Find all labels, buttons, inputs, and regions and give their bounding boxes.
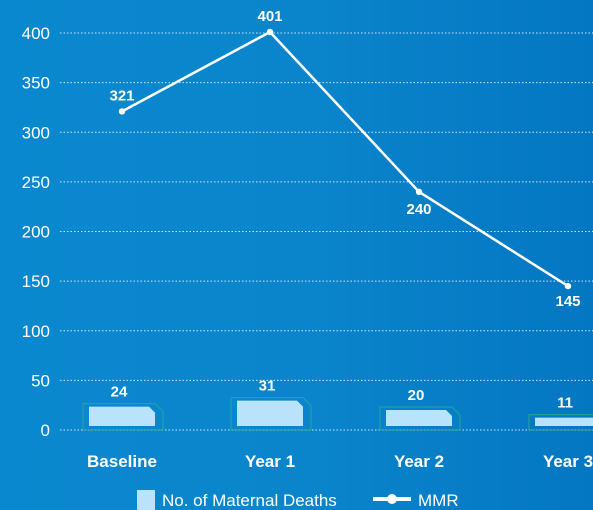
y-tick-label: 300 bbox=[22, 123, 50, 142]
bar-outline bbox=[82, 403, 164, 431]
y-tick-label: 100 bbox=[22, 322, 50, 341]
mmr-point bbox=[415, 188, 423, 195]
y-axis-ticks: 0 50 100 150 200 250 300 350 400 bbox=[22, 24, 50, 440]
bar bbox=[237, 400, 303, 426]
bar bbox=[386, 410, 452, 426]
y-tick-label: 50 bbox=[31, 371, 50, 390]
mmr-value-label: 401 bbox=[257, 8, 282, 25]
bar-value-label: 24 bbox=[111, 384, 128, 401]
legend-bar-label: No. of Maternal Deaths bbox=[162, 491, 337, 510]
mmr-line bbox=[121, 30, 569, 288]
x-category-label: Baseline bbox=[87, 452, 157, 471]
bar bbox=[535, 417, 593, 426]
mmr-value-label: 321 bbox=[109, 87, 134, 104]
x-category-label: Year 3 bbox=[543, 452, 593, 471]
y-tick-label: 400 bbox=[22, 24, 50, 43]
mmr-point bbox=[266, 28, 274, 36]
y-tick-label: 350 bbox=[22, 74, 50, 93]
y-tick-label: 0 bbox=[41, 421, 50, 440]
bar-value-label: 31 bbox=[259, 378, 276, 395]
y-tick-label: 200 bbox=[22, 223, 50, 242]
y-tick-label: 150 bbox=[22, 272, 50, 291]
legend: No. of Maternal Deaths MMR bbox=[137, 490, 459, 510]
y-tick-label: 250 bbox=[22, 173, 50, 192]
bar-series: 24 31 20 11 bbox=[82, 378, 593, 431]
x-category-label: Year 2 bbox=[394, 452, 444, 471]
bar bbox=[89, 406, 155, 426]
mmr-value-label: 145 bbox=[555, 293, 580, 310]
x-axis-labels: Baseline Year 1 Year 2 Year 3 bbox=[87, 452, 593, 471]
mmr-point bbox=[118, 108, 126, 115]
legend-bar-swatch bbox=[137, 490, 155, 510]
bar-value-label: 11 bbox=[557, 395, 573, 412]
line-series: 321 401 240 145 bbox=[109, 8, 580, 310]
mmr-point bbox=[564, 282, 572, 290]
bar-outline bbox=[230, 397, 312, 431]
bar-value-label: 20 bbox=[408, 387, 425, 404]
mmr-value-label: 240 bbox=[406, 201, 431, 218]
bar-outline bbox=[528, 414, 593, 431]
gridlines bbox=[60, 32, 593, 431]
legend-line-label: MMR bbox=[418, 491, 459, 510]
x-category-label: Year 1 bbox=[245, 452, 295, 471]
legend-line-marker bbox=[387, 494, 397, 504]
bar-outline bbox=[379, 406, 461, 431]
